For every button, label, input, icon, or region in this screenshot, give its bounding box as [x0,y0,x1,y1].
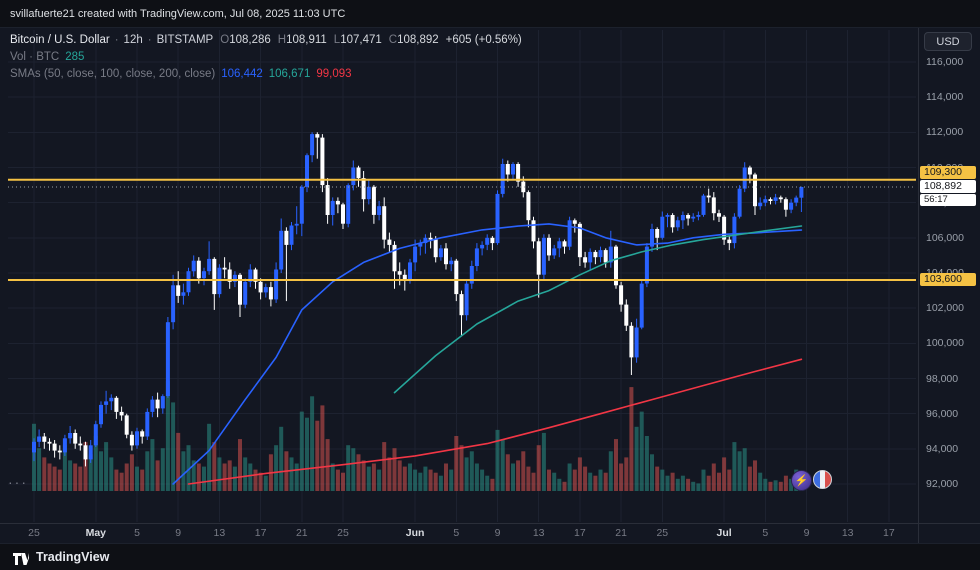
upper-yellow-price-label[interactable]: 109,300 [920,165,976,179]
sma50-value: 106,442 [221,68,263,80]
time-axis-label: 17 [254,527,267,539]
low-key: L [333,34,341,46]
symbol-title[interactable]: Bitcoin / U.S. Dollar [10,34,110,46]
separator-dot: · [114,34,119,46]
footer-bar: TradingView [0,543,980,570]
lightning-sticker-icon[interactable]: ⚡ [791,470,812,491]
time-axis-label: 13 [841,527,854,539]
time-axis-label: Jul [716,527,732,539]
change-value: +605 (+0.56%) [445,34,522,46]
open-value: 108,286 [229,34,271,46]
close-value: 108,892 [397,34,439,46]
collapsed-legend-ellipsis[interactable]: ··· [8,474,28,490]
time-axis-label: 21 [615,527,627,539]
time-axis-label: 5 [762,527,769,539]
time-axis-label: Jun [405,527,425,539]
high-value: 108,911 [286,34,327,46]
chart-legend: Bitcoin / U.S. Dollar · 12h · BITSTAMP O108,2… [10,33,522,84]
sma-legend-row: SMAs (50, close, 100, close, 200, close)… [10,67,522,82]
time-axis-label: 5 [134,527,140,539]
open-key: O [220,34,230,46]
time-axis-separator [0,523,980,524]
volume-value: 285 [65,51,85,63]
currency-toggle-button[interactable]: USD [924,32,972,51]
sma200-value: 99,093 [316,68,352,80]
attribution-text: svillafuerte21 created with TradingView.… [10,8,346,20]
sma-indicator-label[interactable]: SMAs (50, close, 100, close, 200, close) [10,68,216,80]
separator-dot: · [147,34,152,46]
bar-countdown-label: 56:17 [920,193,976,206]
time-axis-label: 17 [574,527,586,539]
lower-yellow-price-label[interactable]: 103,600 [920,273,976,287]
tradingview-logo-icon [12,549,29,566]
volume-legend-row: Vol · BTC 285 [10,50,522,65]
time-axis-label: 25 [28,527,40,539]
low-value: 107,471 [340,34,382,46]
time-axis-label: 13 [213,527,226,539]
close-key: C [388,34,398,46]
exchange-label[interactable]: BITSTAMP [156,34,214,46]
time-axis[interactable]: 25 May 5 9 13 17 21 25 Jun 5 9 13 17 21 25 Jul 5 9 13 17 [0,527,918,541]
price-axis-separator [918,28,919,543]
time-axis-label: 25 [337,527,349,539]
volume-label[interactable]: Vol · BTC [10,51,60,63]
attribution-bar: svillafuerte21 created with TradingView.… [0,0,980,28]
tricolor-circle-sticker-icon[interactable] [813,470,832,489]
interval-label[interactable]: 12h [123,34,143,46]
time-axis-label: May [85,527,107,539]
time-axis-label: 5 [453,527,460,539]
high-key: H [277,34,287,46]
time-axis-label: 9 [175,527,182,539]
time-axis-label: 9 [494,527,501,539]
time-axis-label: 9 [803,527,810,539]
time-axis-label: 17 [883,527,895,539]
tradingview-logo-text[interactable]: TradingView [36,550,110,564]
symbol-legend-row: Bitcoin / U.S. Dollar · 12h · BITSTAMP O108,2… [10,33,522,48]
time-axis-label: 13 [532,527,545,539]
sma100-value: 106,671 [268,68,311,80]
time-axis-label: 21 [295,527,308,539]
chart-stickers: ⚡ [791,470,832,491]
time-axis-label: 25 [656,527,669,539]
last-price-label: 108,892 [920,179,976,193]
